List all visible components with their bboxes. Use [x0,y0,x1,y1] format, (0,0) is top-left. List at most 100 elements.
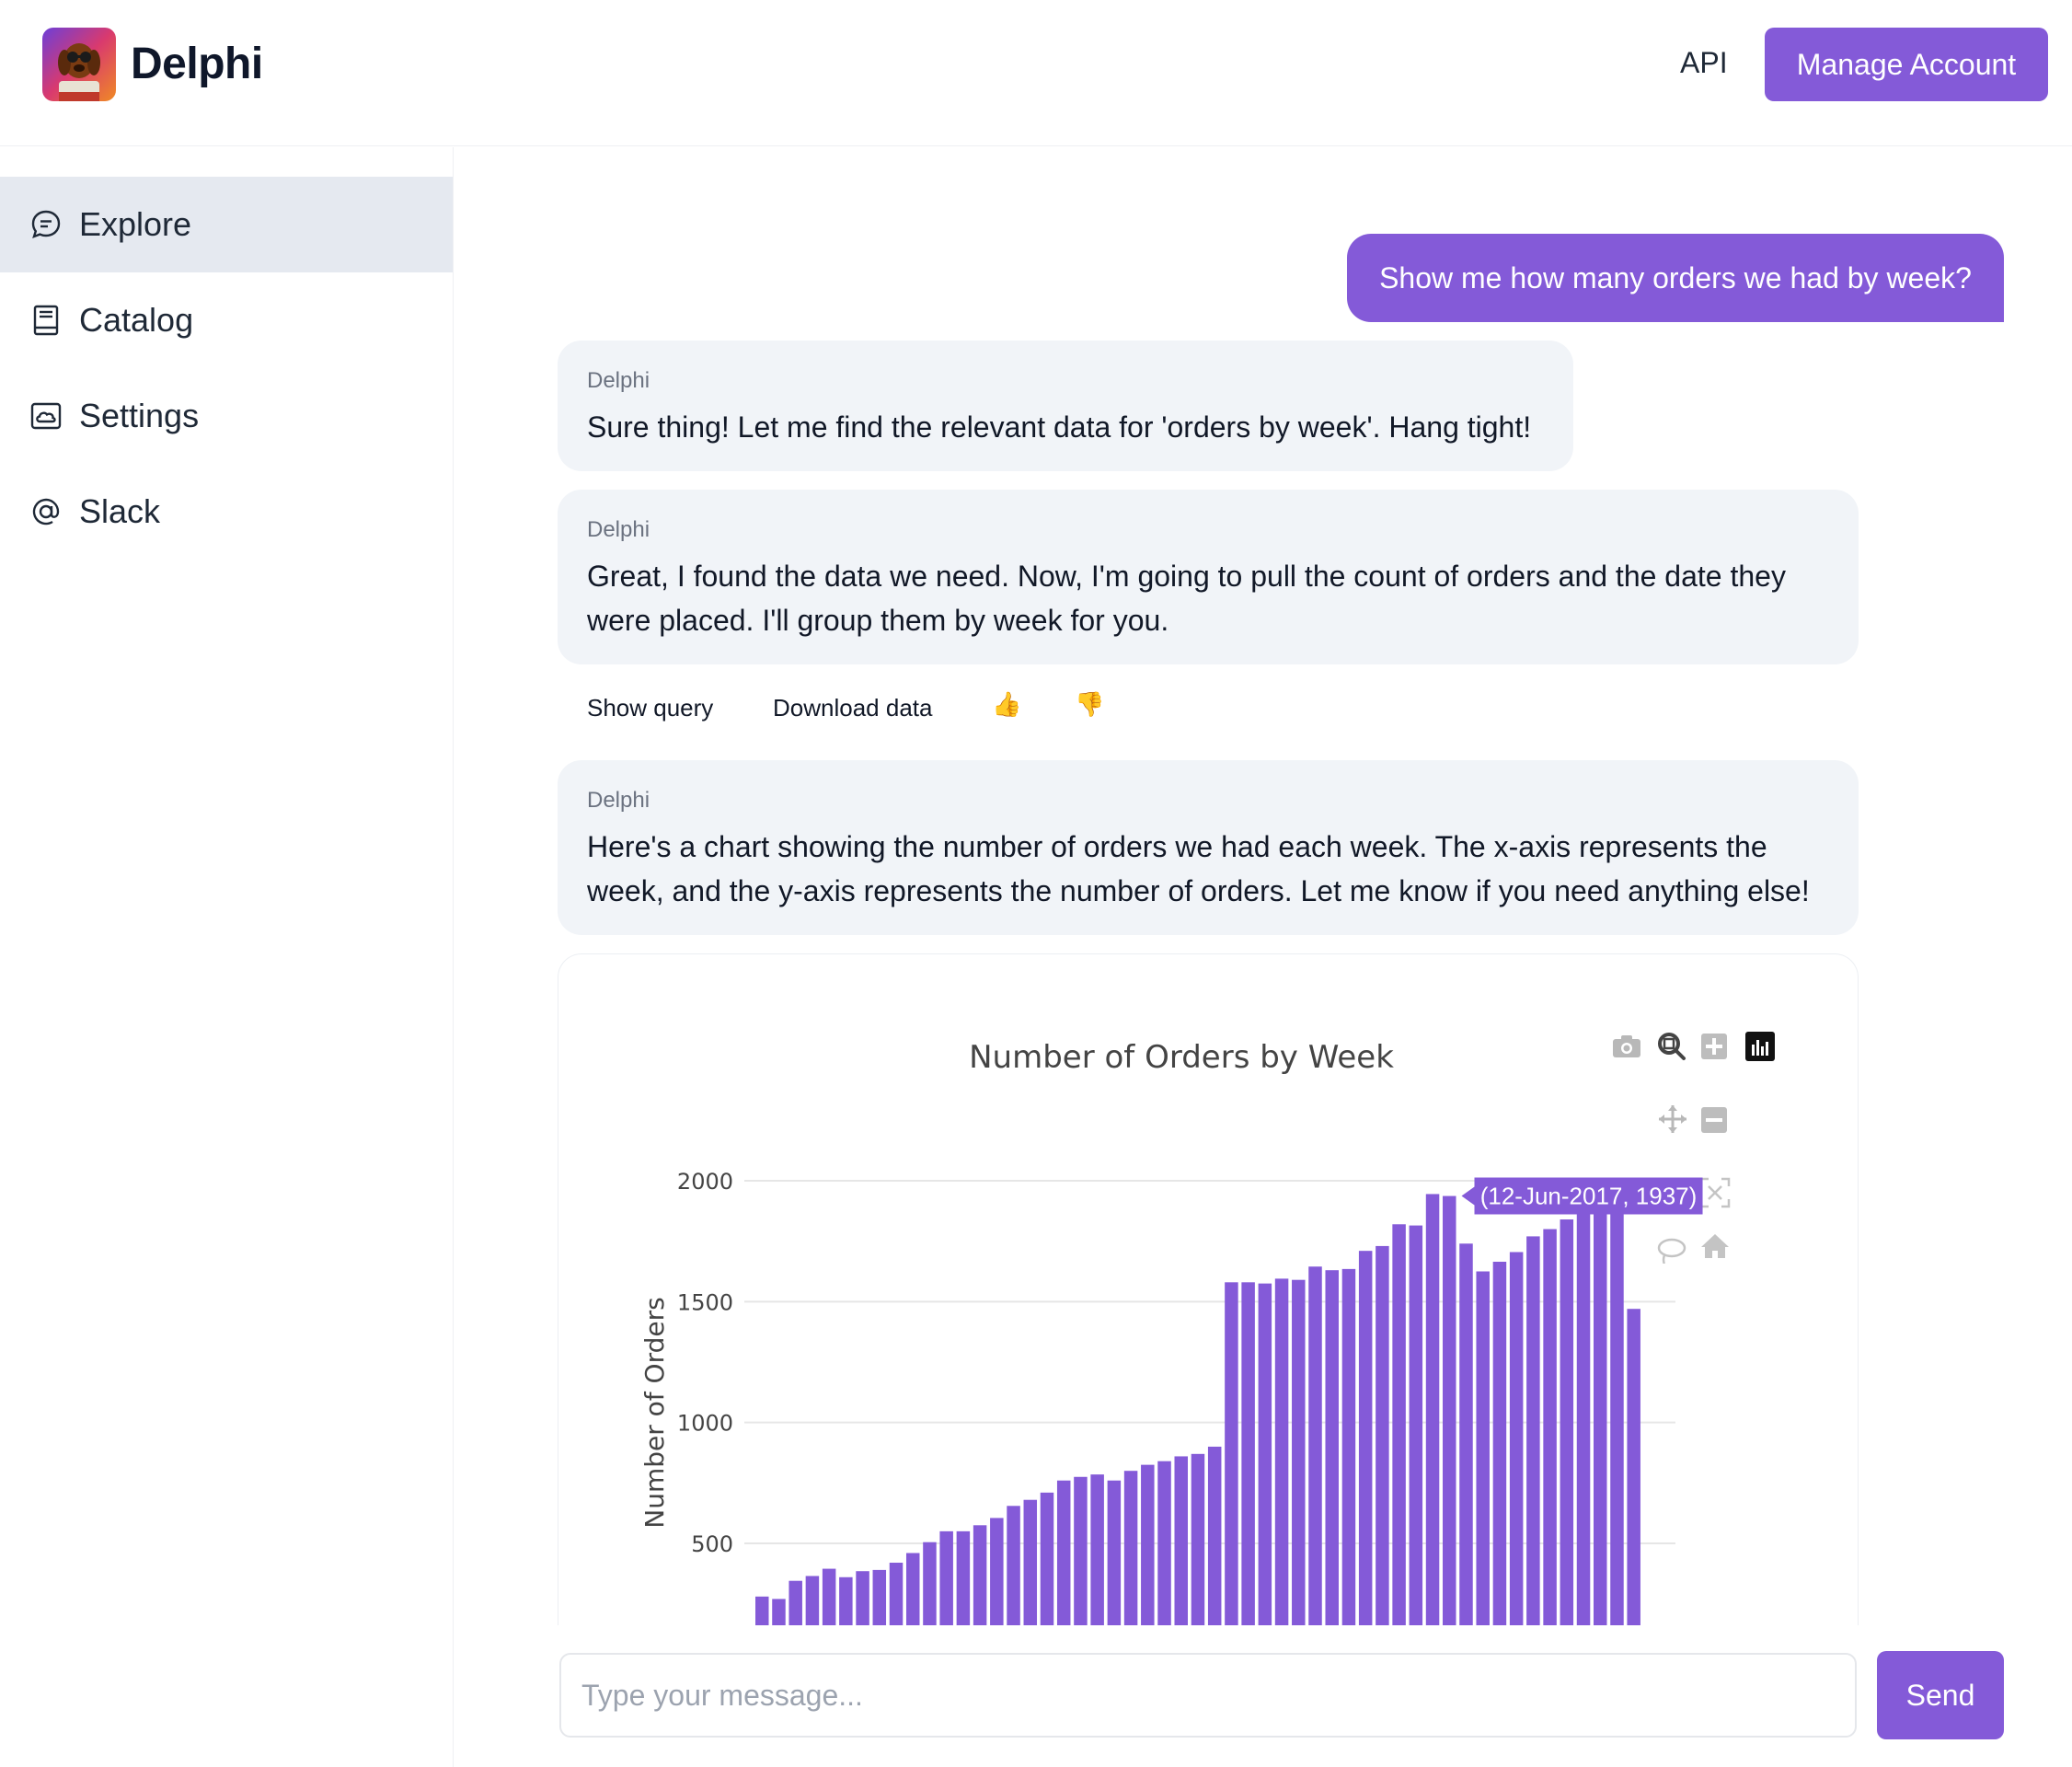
chart-bar[interactable] [1274,1278,1289,1625]
chart-bar[interactable] [1543,1229,1557,1625]
chart-bar[interactable] [1074,1476,1088,1625]
chart-bar[interactable] [1610,1212,1624,1625]
chart-bar[interactable] [1174,1456,1189,1625]
chart-bar[interactable] [1341,1268,1356,1625]
chart-bar[interactable] [1090,1474,1104,1625]
sidebar-item-catalog[interactable]: Catalog [0,272,453,368]
chart-bar[interactable] [789,1580,802,1625]
sidebar-item-explore[interactable]: Explore [0,177,453,272]
chart-bar[interactable] [1560,1219,1574,1625]
chart-bar[interactable] [1308,1266,1322,1625]
chart-bar[interactable] [1492,1261,1507,1625]
chart-bar[interactable] [1459,1243,1473,1625]
thumbs-down-icon[interactable]: 👎 [1075,690,1105,718]
delphi-logo-icon[interactable] [42,28,116,101]
zoom-icon[interactable] [1658,1033,1686,1060]
chart-bar[interactable] [805,1576,820,1625]
book-icon [33,305,59,336]
chart-title: Number of Orders by Week [969,1039,1394,1076]
chart-bar[interactable] [905,1553,920,1625]
chart-bar[interactable] [1409,1225,1423,1625]
show-query-button[interactable]: Show query [587,694,714,722]
message-sender: Delphi [587,368,650,393]
bot-message-bubble: Delphi Sure thing! Let me find the relev… [558,341,1573,471]
chart-bar[interactable] [1023,1499,1038,1625]
api-link[interactable]: API [1680,46,1728,79]
chart-bar[interactable] [755,1596,769,1625]
chart-bar[interactable] [1040,1492,1054,1625]
chart-card: Number of Orders by Week [558,953,1859,1625]
chart-bar[interactable] [839,1576,853,1625]
y-axis-label: Number of Orders [639,1297,670,1528]
chart-bar[interactable] [1292,1279,1306,1625]
user-message-bubble: Show me how many orders we had by week? [1347,234,2004,322]
chart-bar[interactable] [889,1563,904,1625]
zoom-out-icon[interactable] [1701,1107,1727,1133]
chart-bar[interactable] [939,1530,953,1625]
chat-bubble-icon [31,210,61,238]
zoom-in-icon[interactable] [1701,1034,1727,1059]
message-sender: Delphi [587,788,650,813]
chart-bar[interactable] [956,1530,971,1625]
sidebar: Explore Catalog Settings Slack [0,147,454,1767]
sidebar-item-label: Settings [79,397,200,434]
chart-bar[interactable] [1358,1251,1373,1625]
message-text: Great, I found the data we need. Now, I'… [587,560,1786,637]
chart-bar[interactable] [973,1525,987,1625]
cloud-icon [30,402,62,430]
bot-message-bubble: Delphi Here's a chart showing the number… [558,760,1859,935]
message-input[interactable] [559,1653,1857,1738]
manage-account-button[interactable]: Manage Account [1765,28,2048,101]
camera-icon[interactable] [1613,1035,1640,1057]
download-data-button[interactable]: Download data [773,694,933,722]
home-icon[interactable] [1701,1234,1729,1258]
chart-bar[interactable] [1007,1506,1020,1625]
chart-bar[interactable] [1425,1194,1440,1625]
chart-bar[interactable] [1157,1461,1171,1625]
chart-bar[interactable] [822,1568,836,1625]
chart-modebar [1613,1032,1775,1264]
chart-bar[interactable] [1325,1270,1339,1625]
chart-bar[interactable] [1141,1464,1155,1625]
chart-bar[interactable] [1576,1212,1591,1625]
tooltip-label: (12-Jun-2017, 1937) [1480,1183,1698,1210]
send-button[interactable]: Send [1877,1651,2004,1739]
y-tick-label: 1500 [677,1289,733,1315]
chart-bar[interactable] [990,1518,1004,1625]
chart-bar[interactable] [1207,1446,1222,1625]
plotly-logo-icon[interactable] [1745,1032,1775,1061]
chart-bar[interactable] [772,1599,786,1625]
chart-bar[interactable] [1241,1282,1255,1625]
y-tick-label: 2000 [677,1169,733,1195]
pan-icon[interactable] [1659,1105,1686,1133]
chart-bar[interactable] [1107,1480,1122,1625]
y-tick-label: 1000 [677,1411,733,1437]
chart-bar[interactable] [1056,1480,1071,1625]
chart-bar[interactable] [1225,1282,1238,1625]
thumbs-up-icon[interactable]: 👍 [992,690,1022,718]
chart-bar[interactable] [1594,1212,1607,1625]
lasso-icon[interactable] [1657,1238,1686,1264]
message-text: Here's a chart showing the number of ord… [587,830,1810,907]
chart-bar[interactable] [1392,1224,1406,1625]
sidebar-item-label: Explore [79,205,192,243]
chart-bar[interactable] [1627,1309,1640,1625]
chart-bar[interactable] [923,1542,937,1625]
chart-bar[interactable] [1509,1252,1524,1625]
chart-bar[interactable] [1258,1283,1272,1625]
chart-bar[interactable] [1191,1453,1205,1625]
chart-bar[interactable] [1443,1195,1456,1625]
chart-bar[interactable] [1123,1471,1138,1625]
message-text: Sure thing! Let me find the relevant dat… [587,410,1532,444]
chart-bar[interactable] [1476,1271,1490,1626]
chart-bar[interactable] [872,1569,887,1625]
message-sender: Delphi [587,517,650,542]
sidebar-item-slack[interactable]: Slack [0,464,453,560]
chart-bar[interactable] [856,1571,869,1625]
app-header: Delphi API Manage Account [0,0,2072,146]
chart-bar[interactable] [1376,1245,1389,1625]
bot-message-bubble: Delphi Great, I found the data we need. … [558,490,1859,664]
orders-bar-chart: 500 1000 1500 2000 Number of Orders (12-Jun… [639,1169,1703,1626]
sidebar-item-settings[interactable]: Settings [0,368,453,464]
chart-bar[interactable] [1526,1236,1540,1625]
